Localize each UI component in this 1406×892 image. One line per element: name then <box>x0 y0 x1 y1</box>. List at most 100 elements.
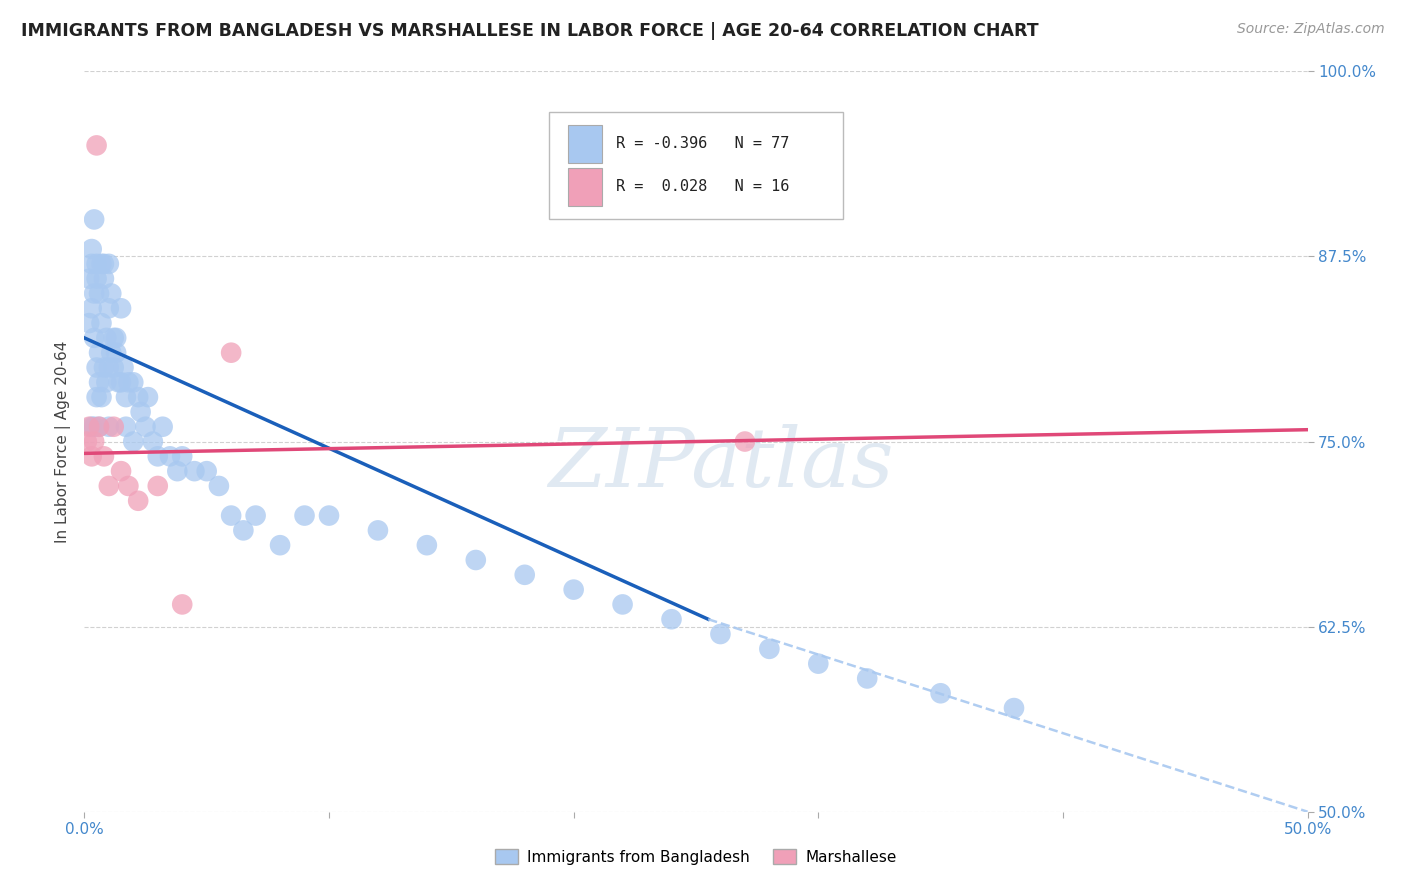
Point <box>80 257 103 271</box>
Point <box>142 434 165 449</box>
Point <box>135 419 157 434</box>
Point <box>100 345 122 359</box>
Point <box>103 331 125 345</box>
Point <box>136 390 159 404</box>
Point <box>183 464 205 478</box>
Point <box>77 316 100 330</box>
Point <box>80 301 103 316</box>
Point <box>127 390 149 404</box>
Point <box>110 301 132 316</box>
Point <box>90 316 112 330</box>
Point <box>110 376 132 390</box>
Point <box>97 301 120 316</box>
Text: R = -0.396   N = 77: R = -0.396 N = 77 <box>616 136 790 152</box>
Point <box>93 450 115 464</box>
Point <box>661 612 683 626</box>
Point <box>86 390 108 404</box>
Point <box>87 345 110 359</box>
Point <box>172 598 194 612</box>
Point <box>93 271 115 285</box>
Point <box>464 553 486 567</box>
Point <box>77 419 100 434</box>
Point <box>83 434 105 449</box>
Point <box>219 345 242 359</box>
Point <box>146 479 169 493</box>
Point <box>97 257 120 271</box>
Point <box>76 434 98 449</box>
Point <box>709 627 731 641</box>
Point <box>86 271 108 285</box>
Point <box>105 331 128 345</box>
Point <box>208 479 231 493</box>
Point <box>86 360 108 375</box>
Point <box>612 598 634 612</box>
Point <box>90 390 112 404</box>
Point <box>87 376 110 390</box>
Point <box>318 508 340 523</box>
Point <box>107 376 129 390</box>
Point <box>96 376 118 390</box>
Point <box>96 331 118 345</box>
Point <box>86 138 108 153</box>
Point <box>83 286 105 301</box>
Point <box>87 419 110 434</box>
Point <box>83 331 105 345</box>
Point <box>294 508 316 523</box>
Point <box>100 286 122 301</box>
Point <box>758 641 780 656</box>
Point <box>117 479 139 493</box>
Point <box>117 376 139 390</box>
Point <box>83 419 105 434</box>
Point <box>80 450 103 464</box>
Point <box>269 538 291 552</box>
Point <box>80 419 103 434</box>
Point <box>152 419 174 434</box>
Point <box>929 686 952 700</box>
Bar <box>568 168 602 206</box>
Text: R =  0.028   N = 16: R = 0.028 N = 16 <box>616 179 790 194</box>
Point <box>105 345 128 359</box>
Point <box>97 479 120 493</box>
Point <box>195 464 218 478</box>
Point <box>90 257 112 271</box>
Point <box>219 508 242 523</box>
Point <box>80 242 103 256</box>
Point <box>245 508 267 523</box>
Text: IMMIGRANTS FROM BANGLADESH VS MARSHALLESE IN LABOR FORCE | AGE 20-64 CORRELATION: IMMIGRANTS FROM BANGLADESH VS MARSHALLES… <box>21 22 1039 40</box>
FancyBboxPatch shape <box>550 112 842 219</box>
Point <box>232 524 254 538</box>
Legend: Immigrants from Bangladesh, Marshallese: Immigrants from Bangladesh, Marshallese <box>489 843 903 871</box>
Point <box>159 450 181 464</box>
Point <box>86 257 108 271</box>
Text: ZIPatlas: ZIPatlas <box>548 424 893 504</box>
Point <box>1002 701 1025 715</box>
Point <box>93 257 115 271</box>
Point <box>87 286 110 301</box>
Point <box>115 419 138 434</box>
Y-axis label: In Labor Force | Age 20-64: In Labor Force | Age 20-64 <box>55 341 72 542</box>
Point <box>734 434 756 449</box>
Point <box>367 524 389 538</box>
Point <box>110 464 132 478</box>
Point <box>122 376 145 390</box>
Point <box>112 360 135 375</box>
Point <box>77 271 100 285</box>
Point <box>146 450 169 464</box>
Point <box>103 360 125 375</box>
Point <box>807 657 830 671</box>
Text: Source: ZipAtlas.com: Source: ZipAtlas.com <box>1237 22 1385 37</box>
Point <box>115 390 138 404</box>
Point <box>416 538 439 552</box>
Point <box>83 212 105 227</box>
Point <box>103 419 125 434</box>
Point <box>172 450 194 464</box>
Point <box>513 567 536 582</box>
Bar <box>568 125 602 163</box>
Point <box>97 419 120 434</box>
Point <box>166 464 188 478</box>
Point <box>97 360 120 375</box>
Point <box>127 493 149 508</box>
Point <box>87 419 110 434</box>
Point <box>562 582 585 597</box>
Point <box>93 360 115 375</box>
